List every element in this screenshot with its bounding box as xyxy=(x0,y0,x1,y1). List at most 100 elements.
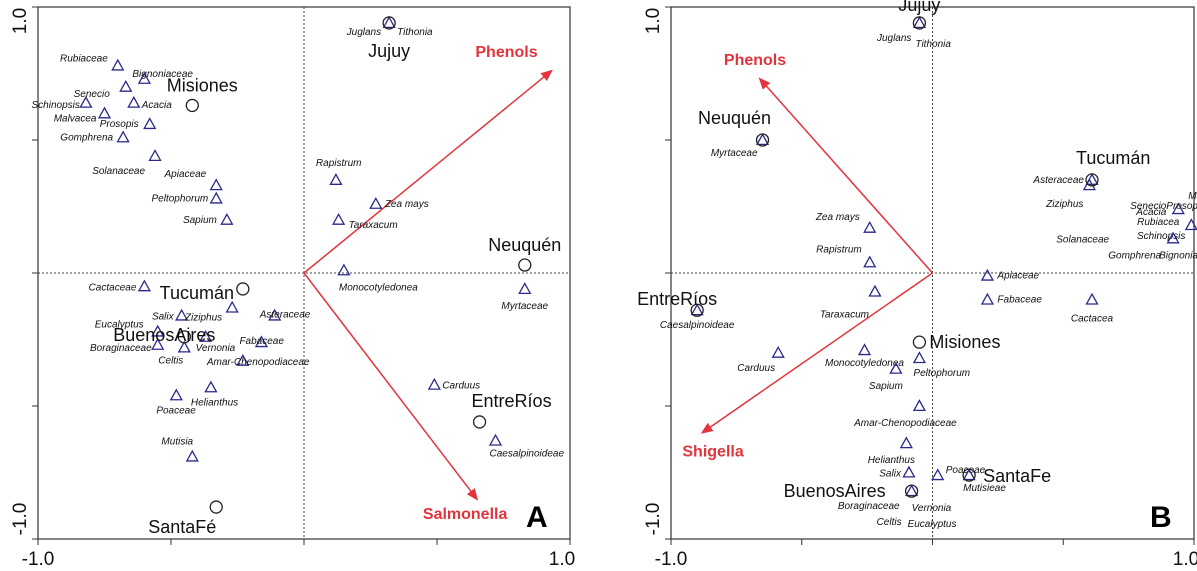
site-marker xyxy=(962,468,976,482)
site-label: Misiones xyxy=(929,332,1000,352)
taxon-marker xyxy=(143,117,157,130)
site-label: BuenosAires xyxy=(113,325,215,345)
taxon-label: Boraginaceae xyxy=(90,343,152,354)
site-marker xyxy=(236,282,250,296)
panel-b-x-tick-left: -1.0 xyxy=(655,549,688,570)
taxon-label: Celtis xyxy=(877,517,902,528)
taxon-label: Taraxacum xyxy=(820,310,869,321)
site-marker xyxy=(912,335,927,349)
panel-b-sites: Jujuy Neuquén Tucumán EntreRíos Misiones Buen… xyxy=(637,0,1150,501)
arrow-label-phenols: Phenols xyxy=(724,52,786,69)
taxon-marker xyxy=(912,16,927,29)
panel-b-letter: B xyxy=(1150,501,1172,534)
taxon-label: Zea mays xyxy=(815,212,860,223)
taxon-label: Gomphrena xyxy=(1108,250,1161,261)
taxon-label: Senecio xyxy=(74,89,111,100)
taxon-marker xyxy=(1082,178,1097,191)
taxon-marker xyxy=(899,436,913,449)
taxon-marker xyxy=(116,130,130,143)
site-label: Neuquén xyxy=(488,235,561,255)
taxon-marker xyxy=(204,380,218,393)
taxon-label: Monocotyledonea xyxy=(339,282,418,293)
taxon-label: Ziziphus xyxy=(1045,199,1083,210)
taxon-marker xyxy=(151,324,165,337)
site-marker xyxy=(185,98,199,113)
taxon-label: Schinopsis xyxy=(32,100,80,111)
taxon-marker xyxy=(97,106,112,119)
taxon-marker xyxy=(331,212,346,225)
taxon-label: Carduus xyxy=(737,363,775,374)
taxon-marker xyxy=(111,58,125,71)
taxon-label: Apiaceae xyxy=(996,271,1039,282)
taxon-label: Gomphrena xyxy=(60,132,113,143)
taxon-marker xyxy=(889,361,903,374)
panel-a-y-tick-top: 1.0 xyxy=(10,8,31,34)
taxon-marker xyxy=(369,197,383,209)
arrow-label-phenols: Phenols xyxy=(475,44,537,61)
taxon-label: Fabaceae xyxy=(239,336,284,347)
taxon-label: Acacia xyxy=(141,100,172,111)
taxon-marker xyxy=(329,173,343,185)
site-marker xyxy=(755,133,770,147)
taxon-label: Solanaceae xyxy=(92,166,145,177)
panel-b-taxa: Juglans Tithonia Myrtaceae Zea mays Rapistru… xyxy=(660,16,1197,530)
taxon-label: Acacia xyxy=(1135,207,1166,218)
panel-a: Phenols Salmonella Juglans Tithonia Rubiace… xyxy=(10,6,575,570)
taxon-marker xyxy=(236,353,250,366)
taxon-marker xyxy=(185,449,199,462)
taxon-marker xyxy=(382,16,396,29)
taxon-label: Poaceae xyxy=(156,405,196,416)
site-marker xyxy=(518,258,532,272)
panel-a-x-tick-left: -1.0 xyxy=(22,549,55,570)
taxon-label: Prosopis xyxy=(1166,201,1197,212)
taxon-marker xyxy=(268,308,282,321)
site-label: Jujuy xyxy=(898,0,940,15)
site-marker xyxy=(904,484,919,498)
taxon-marker xyxy=(177,340,191,353)
site-label: Tucumán xyxy=(1076,148,1150,168)
panel-b-y-tick-top: 1.0 xyxy=(643,8,664,34)
taxon-marker xyxy=(1184,218,1197,231)
taxon-marker xyxy=(980,292,995,305)
site-label: EntreRíos xyxy=(472,391,552,411)
taxon-label: Vernonia xyxy=(196,343,236,354)
site-label: Jujuy xyxy=(368,41,410,61)
taxon-label: Prosopis xyxy=(100,119,139,130)
taxon-marker xyxy=(863,220,877,233)
taxon-marker xyxy=(148,149,162,162)
taxon-marker xyxy=(962,468,976,481)
taxon-marker xyxy=(209,191,223,204)
taxon-label: Rapistrum xyxy=(816,244,862,255)
panel-a-y-tick-bottom: -1.0 xyxy=(10,503,31,536)
site-marker xyxy=(177,330,191,344)
taxon-label: Amar-Chenopodiaceae xyxy=(853,418,957,429)
site-label: Neuquén xyxy=(698,108,771,128)
taxon-marker xyxy=(771,345,785,358)
taxon-label: Myrtaceae xyxy=(501,301,548,312)
panel-a-arrows: Phenols Salmonella xyxy=(303,44,553,523)
panel-a-sites: Jujuy Misiones Neuquén Tucumán BuenosAires En… xyxy=(113,16,561,537)
panel-b: Phenols Shigella Juglans Tithonia Myrtaceae… xyxy=(637,0,1197,570)
taxon-label: Monocotyledonea xyxy=(825,358,904,369)
taxon-marker xyxy=(427,377,441,390)
site-label: SantaFé xyxy=(148,517,216,537)
taxon-label: Myrtaceae xyxy=(711,148,758,159)
site-marker xyxy=(690,303,704,317)
taxon-marker xyxy=(488,433,503,446)
arrow-salmonella xyxy=(303,272,479,501)
taxon-label: Helianthus xyxy=(191,397,238,408)
taxon-marker xyxy=(931,468,945,481)
taxon-label: Carduus xyxy=(442,381,480,392)
taxon-label: Boraginaceae xyxy=(838,501,900,512)
taxon-marker xyxy=(863,255,877,268)
taxon-marker xyxy=(980,268,995,281)
taxon-marker xyxy=(127,95,141,108)
taxon-label: Ziziphus xyxy=(184,313,222,324)
taxon-label: Rubiaceae xyxy=(60,54,108,65)
site-label: EntreRíos xyxy=(637,289,717,309)
taxon-label: Senecio xyxy=(1130,201,1167,212)
taxon-label: Cactacea xyxy=(1071,314,1114,325)
taxon-label: Apiaceae xyxy=(164,169,207,180)
taxon-marker xyxy=(1166,231,1180,244)
taxon-marker xyxy=(912,399,927,412)
